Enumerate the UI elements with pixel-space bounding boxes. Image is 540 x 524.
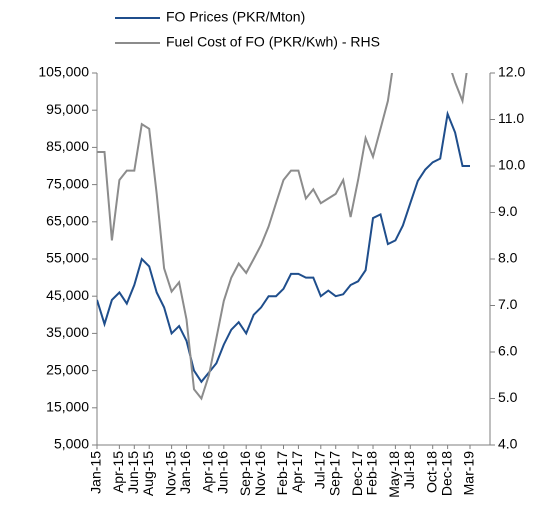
x-tick-label: Sep-17 <box>326 451 342 496</box>
x-tick-label: Apr-17 <box>289 451 305 493</box>
y-tick-label: 5,000 <box>54 436 89 452</box>
x-tick-label: May-18 <box>386 451 402 498</box>
x-tick-label: Feb-18 <box>364 451 380 496</box>
x-tick-label: Jul-17 <box>312 451 328 489</box>
x-tick-label: Apr-16 <box>200 451 216 493</box>
y2-tick-label: 6.0 <box>498 343 518 359</box>
x-tick-label: Nov-15 <box>162 451 178 496</box>
x-tick-label: Jan-15 <box>88 451 104 494</box>
x-tick-label: Feb-17 <box>274 451 290 496</box>
x-tick-label: Jun-15 <box>125 451 141 494</box>
x-tick-label: Sep-16 <box>237 451 253 496</box>
x-tick-label: Dec-17 <box>349 451 365 496</box>
y2-tick-label: 4.0 <box>498 436 518 452</box>
legend-label: Fuel Cost of FO (PKR/Kwh) - RHS <box>166 34 380 50</box>
y-tick-label: 15,000 <box>46 399 89 415</box>
y2-tick-label: 5.0 <box>498 389 518 405</box>
y-tick-label: 35,000 <box>46 324 89 340</box>
y-tick-label: 25,000 <box>46 361 89 377</box>
x-tick-label: Nov-16 <box>252 451 268 496</box>
y-tick-label: 95,000 <box>46 101 89 117</box>
y-tick-label: 85,000 <box>46 138 89 154</box>
y-tick-label: 45,000 <box>46 287 89 303</box>
x-tick-label: Jan-16 <box>177 451 193 494</box>
x-tick-label: Aug-15 <box>140 451 156 496</box>
y-tick-label: 55,000 <box>46 250 89 266</box>
x-tick-label: Jul-18 <box>401 451 417 489</box>
plot-area <box>97 73 470 401</box>
x-tick-label: Oct-18 <box>423 451 439 493</box>
x-tick-label: Jun-16 <box>215 451 231 494</box>
y2-tick-label: 12.0 <box>498 64 525 80</box>
y2-tick-label: 11.0 <box>498 110 524 126</box>
y2-tick-label: 8.0 <box>498 250 518 266</box>
x-tick-label: Dec-18 <box>438 451 454 496</box>
x-tick-label: Apr-15 <box>110 451 126 493</box>
series-line <box>97 110 470 384</box>
series-line <box>97 73 468 401</box>
y-tick-label: 105,000 <box>38 64 89 80</box>
legend-label: FO Prices (PKR/Mton) <box>166 9 305 25</box>
y-tick-label: 65,000 <box>46 213 89 229</box>
y-tick-label: 75,000 <box>46 175 89 191</box>
x-tick-label: Mar-19 <box>461 451 477 496</box>
y2-tick-label: 7.0 <box>498 296 518 312</box>
y2-tick-label: 9.0 <box>498 203 518 219</box>
y2-tick-label: 10.0 <box>498 157 525 173</box>
